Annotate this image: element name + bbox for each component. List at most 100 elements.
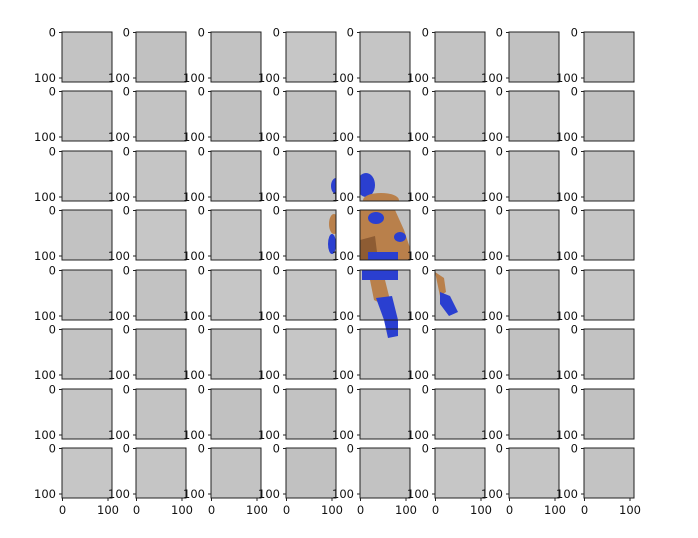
- y-tick-label-100: 100: [481, 130, 503, 144]
- image-tile: [584, 210, 634, 260]
- image-tile: [286, 389, 336, 439]
- image-tile: [211, 32, 261, 82]
- image-tile: [435, 329, 485, 379]
- tile-frame: [508, 328, 560, 380]
- x-tick-label-0: 0: [432, 503, 439, 517]
- y-tick-label-0: 0: [198, 145, 205, 159]
- y-tick-label-0: 0: [198, 26, 205, 40]
- y-tick-label-0: 0: [571, 145, 578, 159]
- y-tick-label-100: 100: [183, 71, 205, 85]
- figure-piece-foot-right: [435, 272, 458, 316]
- y-tick-label-0: 0: [571, 442, 578, 456]
- y-tick-label-0: 0: [273, 26, 280, 40]
- tile-frame: [359, 90, 411, 142]
- y-tick-label-0: 0: [49, 442, 56, 456]
- y-tick-label-100: 100: [332, 368, 354, 382]
- y-tick-label-0: 0: [273, 145, 280, 159]
- image-tile: [584, 448, 634, 498]
- figure-piece-arm-left: [328, 214, 336, 254]
- y-tick-label-100: 100: [407, 309, 429, 323]
- image-tile: [435, 389, 485, 439]
- y-tick-label-100: 100: [481, 428, 503, 442]
- tile-frame: [135, 209, 187, 261]
- tiles-layer: [62, 32, 634, 498]
- image-tile: [62, 91, 112, 141]
- tile-frame: [359, 209, 411, 261]
- tile-frame: [285, 90, 337, 142]
- y-tick-label-100: 100: [481, 309, 503, 323]
- y-tick-label-0: 0: [347, 26, 354, 40]
- tile-frame: [210, 209, 262, 261]
- image-tile: [62, 32, 112, 82]
- y-tick-label-100: 100: [481, 487, 503, 501]
- image-tile: [360, 32, 410, 82]
- y-tick-label-0: 0: [123, 204, 130, 218]
- image-tile: [509, 389, 559, 439]
- image-tile: [286, 329, 336, 379]
- image-tile: [584, 389, 634, 439]
- tile-frame: [210, 269, 262, 321]
- y-tick-label-0: 0: [198, 323, 205, 337]
- y-tick-label-0: 0: [49, 26, 56, 40]
- y-tick-label-100: 100: [332, 487, 354, 501]
- y-tick-label-0: 0: [123, 442, 130, 456]
- image-tile: [211, 270, 261, 320]
- y-tick-label-0: 0: [273, 85, 280, 99]
- image-tile: [435, 151, 485, 201]
- y-tick-label-100: 100: [481, 190, 503, 204]
- y-tick-label-100: 100: [183, 130, 205, 144]
- image-tile: [360, 389, 410, 439]
- tile-frame: [583, 328, 635, 380]
- tile-frame: [210, 388, 262, 440]
- x-tick-label-100: 100: [171, 503, 193, 517]
- tile-frame: [210, 328, 262, 380]
- y-tick-label-100: 100: [332, 190, 354, 204]
- image-tile: [509, 91, 559, 141]
- tile-frame: [508, 388, 560, 440]
- image-tile: [286, 32, 336, 82]
- image-tile: [509, 448, 559, 498]
- y-tick-label-0: 0: [496, 26, 503, 40]
- tile-frame: [434, 150, 486, 202]
- y-tick-label-100: 100: [183, 249, 205, 263]
- y-tick-label-100: 100: [332, 428, 354, 442]
- image-tile: [136, 329, 186, 379]
- tile-frame: [61, 90, 113, 142]
- image-tile: [286, 448, 336, 498]
- tile-frame: [583, 269, 635, 321]
- y-tick-label-100: 100: [108, 71, 130, 85]
- x-tick-label-100: 100: [321, 503, 343, 517]
- tile-frame: [135, 90, 187, 142]
- tile-frame: [61, 388, 113, 440]
- tile-frame: [210, 31, 262, 83]
- y-tick-label-100: 100: [183, 368, 205, 382]
- tile-frame: [583, 90, 635, 142]
- tile-frame: [359, 269, 411, 321]
- tile-frame: [434, 209, 486, 261]
- y-tick-label-0: 0: [123, 323, 130, 337]
- tile-frame: [210, 90, 262, 142]
- y-tick-label-100: 100: [183, 487, 205, 501]
- x-tick-label-0: 0: [133, 503, 140, 517]
- y-tick-label-0: 0: [198, 85, 205, 99]
- y-tick-label-0: 0: [347, 85, 354, 99]
- action-figure-overlay: [328, 173, 458, 320]
- y-tick-label-100: 100: [332, 130, 354, 144]
- y-tick-label-100: 100: [108, 368, 130, 382]
- tile-frame: [285, 209, 337, 261]
- image-tile: [435, 448, 485, 498]
- y-tick-label-0: 0: [123, 145, 130, 159]
- y-tick-label-0: 0: [123, 383, 130, 397]
- y-tick-label-0: 0: [496, 264, 503, 278]
- tile-frame: [61, 269, 113, 321]
- x-tick-label-100: 100: [246, 503, 268, 517]
- image-tile: [584, 151, 634, 201]
- image-tile: [211, 448, 261, 498]
- y-tick-label-0: 0: [198, 204, 205, 218]
- y-tick-label-100: 100: [481, 368, 503, 382]
- y-tick-label-100: 100: [407, 249, 429, 263]
- y-tick-label-100: 100: [258, 71, 280, 85]
- y-tick-label-0: 0: [422, 85, 429, 99]
- tile-frame: [583, 150, 635, 202]
